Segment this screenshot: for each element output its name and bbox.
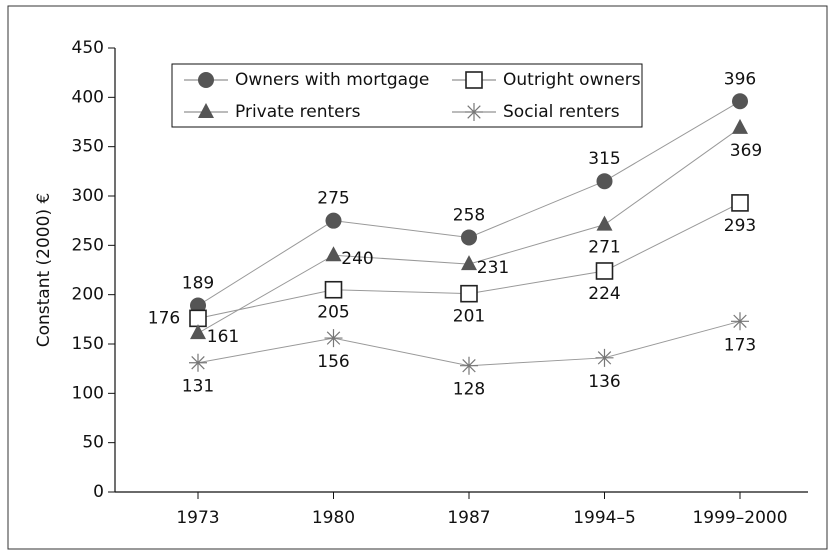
legend-label: Owners with mortgage: [235, 70, 429, 90]
marker: [731, 194, 749, 212]
frame: [7, 5, 828, 550]
marker: [596, 173, 613, 190]
marker: [595, 348, 614, 367]
data-label: 369: [730, 141, 762, 161]
x-tick-label: 1987: [447, 508, 490, 528]
series: 161 240 231 271 369: [190, 118, 762, 347]
y-tick-label: 350: [72, 137, 104, 157]
legend-box: [171, 63, 643, 128]
data-label: 201: [453, 307, 485, 327]
data-label: 293: [724, 216, 756, 236]
marker: [460, 284, 478, 303]
marker: [461, 255, 477, 271]
x-tick-label: 1980: [312, 508, 355, 528]
series: 176 205 201 224 293: [148, 194, 756, 328]
data-label: 156: [317, 352, 349, 372]
legend-marker: [465, 71, 483, 89]
marker: [596, 215, 613, 231]
data-label: 240: [341, 249, 373, 269]
data-label: 271: [588, 238, 620, 258]
y-tick-label: 0: [93, 482, 104, 502]
data-label: 189: [182, 274, 214, 294]
data-label: 176: [148, 308, 180, 328]
data-label: 128: [453, 380, 485, 400]
x-tick-label: 1973: [176, 508, 219, 528]
x-tick-label: 1994–5: [573, 508, 636, 528]
y-tick-label: 300: [72, 186, 104, 206]
legend-label: Outright owners: [503, 70, 641, 90]
legend-label: Private renters: [235, 102, 361, 122]
marker: [460, 356, 478, 375]
marker: [324, 280, 343, 299]
data-label: 131: [182, 377, 214, 397]
y-tick-label: 400: [72, 87, 104, 107]
y-tick-label: 200: [72, 285, 104, 305]
line: [197, 100, 741, 306]
y-axis-label: Constant (2000) €: [34, 193, 54, 348]
y-tick-label: 450: [72, 38, 104, 58]
y-tick-label: 50: [82, 433, 104, 453]
marker: [190, 324, 206, 340]
marker: [189, 353, 207, 372]
marker: [190, 297, 206, 314]
data-label: 224: [588, 284, 620, 304]
marker: [731, 312, 749, 331]
marker: [461, 229, 477, 246]
data-label: 136: [588, 372, 620, 392]
legend-label: Social renters: [503, 102, 620, 122]
data-label: 396: [724, 69, 756, 89]
marker: [732, 93, 748, 110]
marker: [325, 212, 342, 229]
y-tick-label: 150: [72, 334, 104, 354]
marker: [732, 118, 748, 134]
series: 131 156 128 136 173: [182, 312, 756, 400]
legend-marker: [198, 72, 214, 88]
x-tick-label: 1999–2000: [692, 508, 787, 528]
data-label: 275: [317, 189, 349, 209]
data-label: 258: [453, 205, 485, 225]
data-label: 161: [207, 327, 239, 347]
marker: [325, 246, 342, 262]
marker: [189, 309, 207, 328]
legend-marker: [198, 103, 214, 118]
legend-marker: [465, 103, 483, 121]
y-tick-label: 250: [72, 235, 104, 255]
marker: [595, 262, 614, 280]
y-tick-label: 100: [72, 383, 104, 403]
series: 189 275 258 315 396: [182, 69, 756, 314]
legend: Owners with mortgage Outright owners Priva…: [171, 63, 643, 128]
data-label: 205: [317, 303, 349, 323]
data-label: 315: [588, 149, 620, 169]
data-label: 231: [477, 258, 509, 278]
marker: [324, 329, 343, 348]
data-label: 173: [724, 335, 756, 355]
